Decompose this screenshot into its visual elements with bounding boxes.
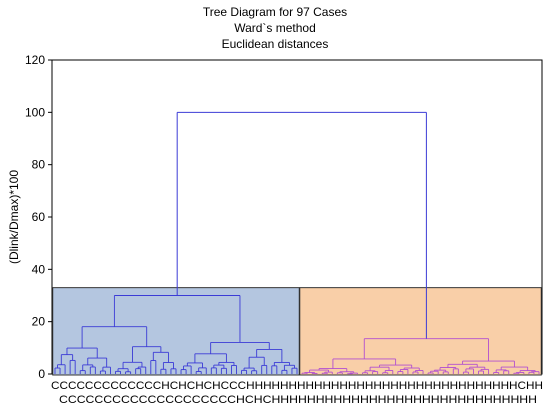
- chart-titles: Tree Diagram for 97 Cases Ward`s method …: [0, 4, 550, 52]
- y-tick-label: 100: [25, 105, 45, 119]
- dendrogram-tree: [54, 111, 540, 375]
- y-axis-label: (Dlink/Dmax)*100: [7, 170, 21, 264]
- cluster-box-C: [52, 287, 300, 376]
- cluster-box-H: [299, 287, 542, 376]
- case-labels-row2: CCCCCCCCCCCCCCCCCCCCHCHCHHHHHHHHHHHHHHHH…: [59, 394, 537, 406]
- y-tick-label: 40: [32, 262, 46, 276]
- y-tick-label: 60: [32, 210, 46, 224]
- y-tick-label: 80: [32, 158, 46, 172]
- cluster-boxes: [52, 287, 542, 376]
- y-tick-label: 20: [32, 315, 46, 329]
- y-tick-label: 0: [38, 367, 45, 381]
- y-tick-label: 120: [25, 53, 45, 67]
- chart-subtitle-distance: Euclidean distances: [221, 37, 329, 51]
- chart-title: Tree Diagram for 97 Cases: [202, 5, 348, 19]
- y-axis: 0 20 40 60 80 100 120: [25, 53, 52, 381]
- case-labels-row1: CCCCCCCCCCCCCHCHCHCHCCCHHHHHHHHHHHHHHHHH…: [51, 380, 543, 392]
- chart-subtitle-method: Ward`s method: [234, 21, 316, 35]
